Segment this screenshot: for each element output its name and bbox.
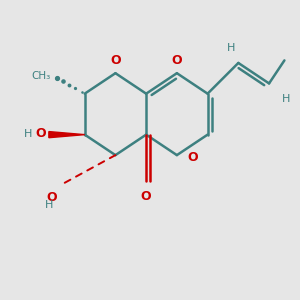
Text: H: H	[282, 94, 290, 104]
Text: O: O	[172, 54, 182, 67]
Text: O: O	[36, 127, 46, 140]
Text: H: H	[226, 43, 235, 53]
Text: O: O	[141, 190, 152, 203]
Polygon shape	[49, 132, 85, 138]
Text: O: O	[110, 54, 121, 67]
Text: CH₃: CH₃	[31, 71, 50, 81]
Text: O: O	[187, 151, 198, 164]
Text: O: O	[46, 191, 56, 204]
Text: H: H	[45, 200, 53, 210]
Text: H: H	[24, 129, 32, 139]
